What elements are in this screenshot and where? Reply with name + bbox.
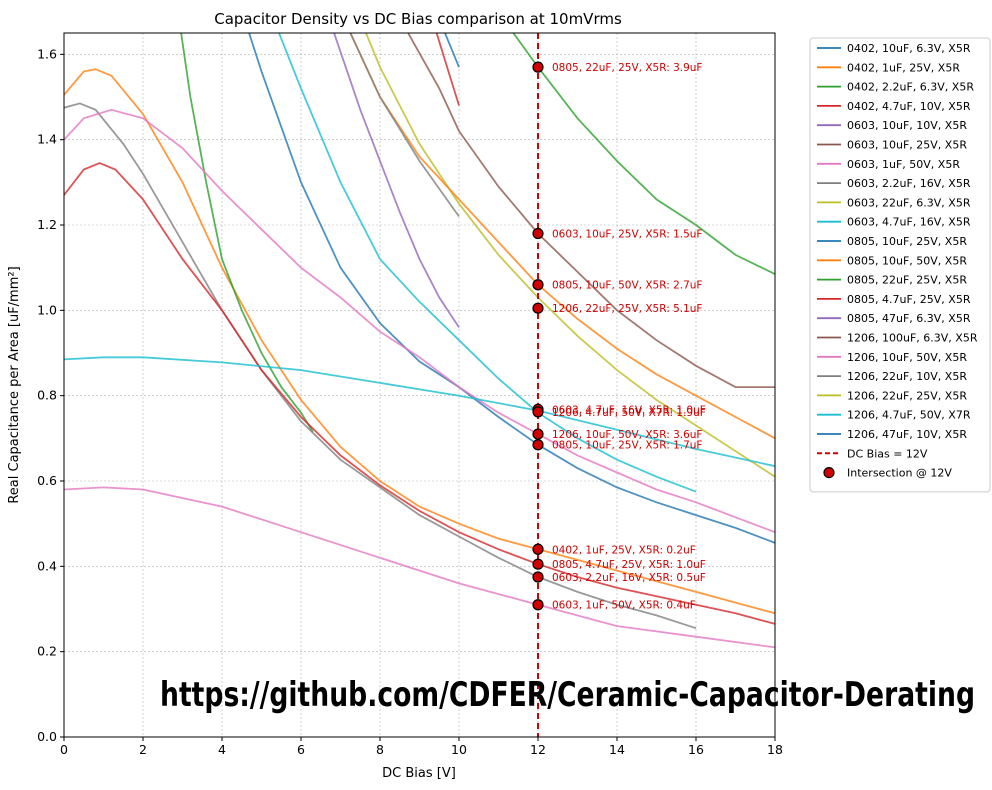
series-lines [64,33,775,649]
legend-entry: DC Bias = 12V [847,447,928,460]
legend-entry: 0603, 4.7uF, 16V, X5R [847,216,971,229]
series-line [64,108,775,534]
series-line [435,33,460,106]
series-line [64,486,775,649]
legend-entry: 0805, 10uF, 25V, X5R [847,235,967,248]
intersection-marker [532,558,544,570]
series-line [407,33,775,388]
intersection-marker [532,599,544,611]
intersection-label: 0603, 4.7uF, 16V, X5R: 1.0uF [552,404,706,416]
y-tick-label: 0.6 [37,473,57,488]
legend-entry: 0805, 47uF, 6.3V, X5R [847,312,971,325]
intersection-marker [532,279,544,291]
series-line [349,33,775,440]
series-line [64,162,775,625]
legend-entry: 0603, 10uF, 25V, X5R [847,139,967,152]
intersection-label: 0603, 10uF, 25V, X5R: 1.5uF [552,229,702,241]
legend-entry: 0402, 1uF, 25V, X5R [847,61,960,74]
series-line [443,33,460,68]
y-tick-label: 0.2 [37,644,57,659]
intersection-annotations: 0805, 22uF, 25V, X5R: 3.9uF 0603, 10uF, 2… [532,61,706,612]
series-line [333,33,460,328]
x-tick-label: 0 [60,742,68,757]
x-tick-label: 4 [218,742,226,757]
series-line [180,33,314,433]
y-tick-label: 1.2 [37,217,57,232]
legend-swatch [823,467,835,479]
legend-entry: 0402, 4.7uF, 10V, X5R [847,100,971,113]
intersection-marker [532,227,544,240]
y-tick-label: 1.6 [37,46,57,61]
series-line [349,33,460,218]
intersection-marker [532,439,544,451]
x-tick-label: 16 [688,742,704,757]
legend-entry: 0805, 22uF, 25V, X5R [847,274,967,287]
intersection-label: 0805, 4.7uF, 25V, X5R: 1.0uF [552,559,706,571]
series-line [64,102,697,630]
intersection-label: 0805, 10uF, 25V, X5R: 1.7uF [552,440,702,452]
legend-entry: 0402, 10uF, 6.3V, X5R [847,42,971,55]
legend-entry: 0603, 2.2uF, 16V, X5R [847,177,971,190]
intersection-marker [532,61,544,73]
intersection-label: 0805, 10uF, 50V, X5R: 2.7uF [552,280,702,292]
series-line [64,356,775,467]
intersection-marker [532,571,544,583]
legend-entry: 1206, 22uF, 10V, X5R [847,370,967,383]
legend-entry: 1206, 47uF, 10V, X5R [847,428,967,441]
axes: 0 2 4 6 8 10 12 14 16 18 0.0 0.2 0.4 0.6 0.8 1.0 1.2 1.4 1… [37,32,783,757]
intersection-label: 0805, 22uF, 25V, X5R: 3.9uF [552,62,702,74]
intersection-label: 0402, 1uF, 25V, X5R: 0.2uF [552,544,696,556]
y-axis-label: Real Capacitance per Area [uF/mm²] [7,266,22,503]
x-axis-label: DC Bias [V] [382,766,456,781]
y-tick-label: 0.0 [37,729,57,744]
intersection-label: 0603, 2.2uF, 16V, X5R: 0.5uF [552,572,706,584]
y-tick-label: 0.4 [37,558,57,573]
legend-entry: 0603, 1uF, 50V, X5R [847,158,960,171]
legend-entry: 0402, 2.2uF, 6.3V, X5R [847,81,974,94]
watermark-url: https://github.com/CDFER/Ceramic-Capacit… [160,675,975,715]
x-tick-label: 8 [376,742,384,757]
y-tick-label: 1.0 [37,302,57,317]
legend-box [809,37,991,493]
x-tick-label: 18 [767,742,783,757]
intersection-label: 1206, 4.7uF, 50V, X7R: 1.9uF [552,407,706,419]
intersection-label: 1206, 22uF, 25V, X5R: 5.1uF [552,303,702,315]
intersection-label: 0603, 1uF, 50V, X5R: 0.4uF [552,600,696,612]
intersection-marker [532,302,544,314]
x-tick-label: 10 [451,742,467,757]
intersection-marker [532,543,544,555]
legend-entry: Intersection @ 12V [847,467,952,480]
intersection-label: 1206, 10uF, 50V, X5R: 3.6uF [552,429,702,441]
series-line [364,33,775,478]
series-line [248,33,775,544]
legend-entry: 0805, 10uF, 50V, X5R [847,254,967,267]
series-line [512,33,775,275]
series-line [278,33,697,493]
legend-entry: 0603, 22uF, 6.3V, X5R [847,196,971,209]
x-tick-label: 2 [139,742,147,757]
intersection-marker [532,428,544,440]
y-tick-label: 1.4 [37,132,57,147]
intersection-marker [532,406,544,418]
legend-entry: 1206, 100uF, 6.3V, X5R [847,332,978,345]
legend-entry: 1206, 4.7uF, 50V, X7R [847,409,971,422]
legend-entry: 1206, 22uF, 25V, X5R [847,389,967,402]
x-tick-label: 14 [609,742,625,757]
legend-entry: 0805, 4.7uF, 25V, X5R [847,293,971,306]
legend: 0402, 10uF, 6.3V, X5R 0402, 1uF, 25V, X5R… [809,37,991,493]
y-tick-label: 0.8 [37,388,57,403]
legend-entry: 1206, 10uF, 50V, X5R [847,351,967,364]
x-tick-label: 12 [530,742,546,757]
chart-title: Capacitor Density vs DC Bias comparison … [214,10,622,28]
legend-entry: 0603, 10uF, 10V, X5R [847,119,967,132]
plot-frame [63,32,776,738]
series-line [64,68,775,615]
x-tick-label: 6 [297,742,305,757]
